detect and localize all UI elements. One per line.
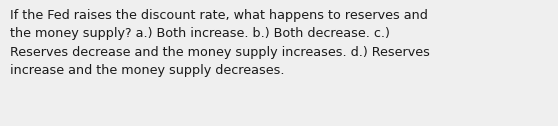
Text: If the Fed raises the discount rate, what happens to reserves and
the money supp: If the Fed raises the discount rate, wha… [10,9,430,77]
